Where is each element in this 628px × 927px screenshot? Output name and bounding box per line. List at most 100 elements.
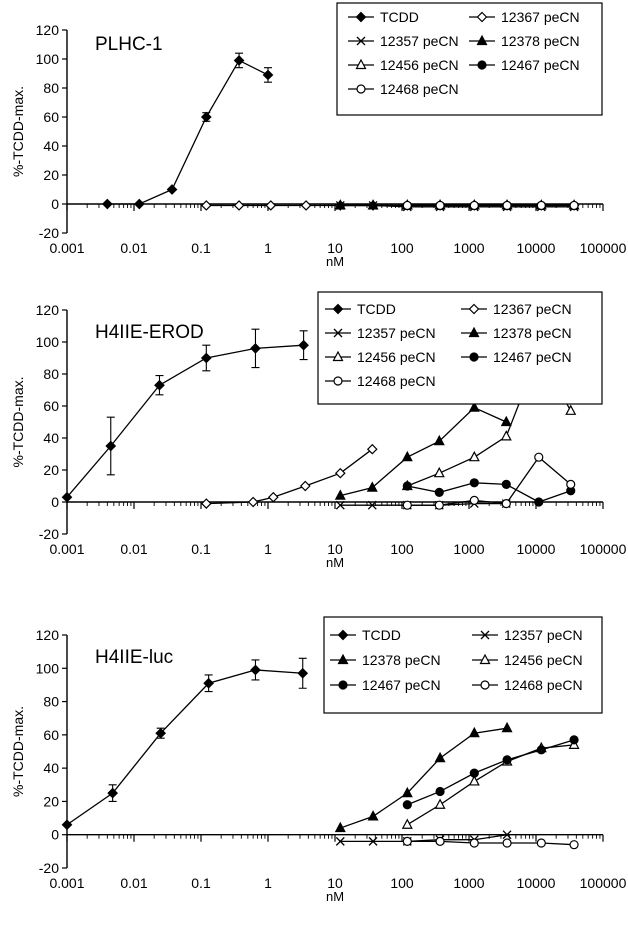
data-point (434, 798, 446, 809)
x-tick-label: 0.1 (191, 541, 211, 557)
series-line (340, 727, 508, 829)
data-point (247, 496, 259, 508)
legend-box (317, 291, 603, 405)
data-point (502, 755, 512, 765)
y-tick-label: -20 (39, 860, 59, 876)
legend-label: TCDD (362, 627, 401, 643)
data-point (569, 840, 579, 850)
data-point (367, 500, 377, 510)
legend-entry: 12468 peCN (472, 677, 583, 693)
legend-swatch-marker (477, 60, 487, 70)
data-point (534, 452, 544, 462)
y-tick-label: -20 (39, 526, 59, 542)
legend-swatch-marker (476, 34, 488, 46)
legend-entry: 12367 peCN (469, 9, 580, 25)
legend-entry: 12467 peCN (461, 349, 572, 365)
data-point (402, 200, 412, 211)
data-point (433, 466, 445, 478)
data-point (501, 479, 511, 489)
x-axis-label: nM (326, 889, 344, 904)
x-tick-label: 1 (264, 541, 272, 557)
data-point (101, 198, 113, 210)
data-point (297, 667, 309, 679)
data-point (402, 836, 412, 846)
x-tick-label: 100000 (580, 875, 627, 891)
x-tick-label: 0.1 (191, 875, 211, 891)
y-tick-label: 40 (43, 760, 59, 776)
y-tick-label: 80 (43, 694, 59, 710)
data-point (155, 727, 167, 739)
legend-entry: 12456 peCN (348, 57, 459, 73)
data-point (434, 487, 444, 497)
data-point (468, 450, 480, 462)
series-line (407, 456, 572, 506)
legend-label: 12468 peCN (380, 81, 459, 97)
legend-swatch-marker (338, 680, 348, 690)
legend-label: 12468 peCN (504, 677, 583, 693)
data-point (267, 491, 279, 503)
chart-panel-2: -20 0 20 40 60 80 100 120 0.001 0.01 0.1 1 10 100 1000… (10, 291, 627, 570)
legend-swatch-marker (356, 36, 366, 46)
y-axis-label: %-TCDD-max. (10, 706, 26, 797)
x-tick-label: 1 (264, 240, 272, 256)
chart-panel-1: -20 0 20 40 60 80 100 120 0.001 0.01 0.1 1 10 100 1000… (10, 2, 627, 269)
data-point (334, 467, 346, 479)
data-point (468, 775, 480, 786)
legend-label: 12456 peCN (380, 57, 459, 73)
y-axis-label: %-TCDD-max. (10, 377, 26, 468)
data-point (536, 200, 546, 211)
data-point (250, 343, 261, 354)
data-point (154, 379, 165, 391)
data-point (367, 199, 379, 210)
data-point (468, 401, 480, 412)
data-point (401, 818, 413, 829)
legend-swatch-marker (337, 629, 349, 641)
data-point (200, 111, 212, 123)
data-point (469, 838, 479, 848)
legend-entry: 12378 peCN (461, 325, 572, 341)
data-point (334, 489, 346, 500)
data-point (262, 69, 274, 81)
data-point (334, 821, 346, 833)
y-tick-label: 40 (43, 138, 59, 154)
y-tick-label: 100 (36, 660, 60, 676)
x-tick-label: 10000 (517, 541, 556, 557)
series-12468-pecn (402, 452, 576, 510)
data-point (569, 735, 579, 745)
legend-label: 12357 peCN (380, 33, 459, 49)
data-point (200, 352, 212, 364)
y-tick-label: 20 (43, 462, 59, 478)
x-axis-label: nM (326, 254, 344, 269)
data-point (133, 198, 145, 210)
legend-label: 12468 peCN (357, 373, 436, 389)
y-tick-label: 80 (43, 80, 59, 96)
legend-label: 12357 peCN (357, 325, 436, 341)
legend-swatch-marker (476, 11, 488, 23)
data-point (368, 836, 378, 846)
x-tick-label: 0.01 (120, 875, 147, 891)
x-tick-label: 100 (390, 875, 414, 891)
legend-entry: 12456 peCN (472, 652, 583, 668)
legend: TCDD 12367 peCN 12357 peCN 12378 peCN 12456 … (317, 291, 603, 405)
data-point (402, 800, 412, 810)
data-point (500, 430, 512, 441)
chart-title: PLHC-1 (95, 34, 163, 55)
data-point (233, 55, 245, 66)
x-tick-label: 0.001 (49, 240, 84, 256)
y-tick-label: 60 (43, 109, 59, 125)
y-tick-label: 120 (36, 22, 60, 38)
x-tick-label: 100 (390, 240, 414, 256)
data-point (366, 443, 378, 455)
legend-swatch-marker (332, 350, 344, 362)
series-12468-pecn (402, 200, 579, 211)
data-point (367, 810, 379, 821)
data-point (569, 200, 579, 211)
series-line (206, 448, 373, 505)
data-point (334, 199, 346, 210)
series-12378-pecn (334, 401, 512, 500)
legend-label: 12378 peCN (493, 325, 572, 341)
data-point (299, 480, 311, 492)
data-point (565, 404, 577, 415)
x-tick-label: 100000 (580, 541, 627, 557)
